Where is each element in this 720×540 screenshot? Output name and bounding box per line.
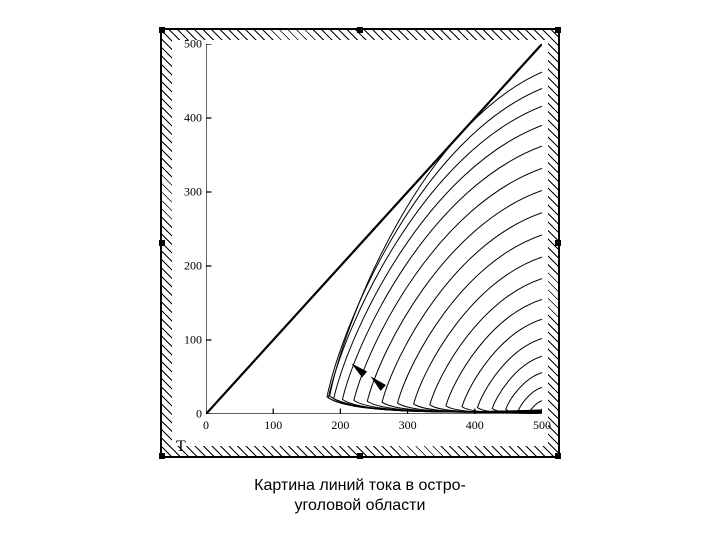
caption-line-1: Картина линий тока в остро- [0, 476, 720, 496]
frame-marker [159, 27, 165, 33]
frame-marker [357, 453, 363, 459]
frame-marker [159, 240, 165, 246]
y-tick-label: 500 [172, 37, 206, 52]
y-tick-label: 400 [172, 111, 206, 126]
frame-marker [555, 240, 561, 246]
plot-area: 01002003004005000100200300400500 [206, 44, 542, 414]
x-tick-label: 100 [258, 414, 288, 433]
x-tick-label: 300 [393, 414, 423, 433]
page-root: 01002003004005000100200300400500 T Карти… [0, 0, 720, 540]
x-tick-label: 200 [325, 414, 355, 433]
frame-marker [555, 453, 561, 459]
caption-line-2: уголовой области [0, 496, 720, 516]
y-tick-label: 100 [172, 333, 206, 348]
figure-frame: 01002003004005000100200300400500 [160, 28, 560, 458]
axis-letter-T: T [176, 438, 186, 456]
x-tick-label: 400 [460, 414, 490, 433]
x-tick-label: 500 [527, 414, 557, 433]
frame-marker [555, 27, 561, 33]
figure-caption: Картина линий тока в остро- уголовой обл… [0, 476, 720, 516]
y-tick-label: 200 [172, 259, 206, 274]
y-tick-label: 0 [172, 407, 206, 422]
frame-marker [159, 453, 165, 459]
y-tick-label: 300 [172, 185, 206, 200]
frame-marker [357, 27, 363, 33]
streamline-chart-svg [206, 44, 542, 414]
